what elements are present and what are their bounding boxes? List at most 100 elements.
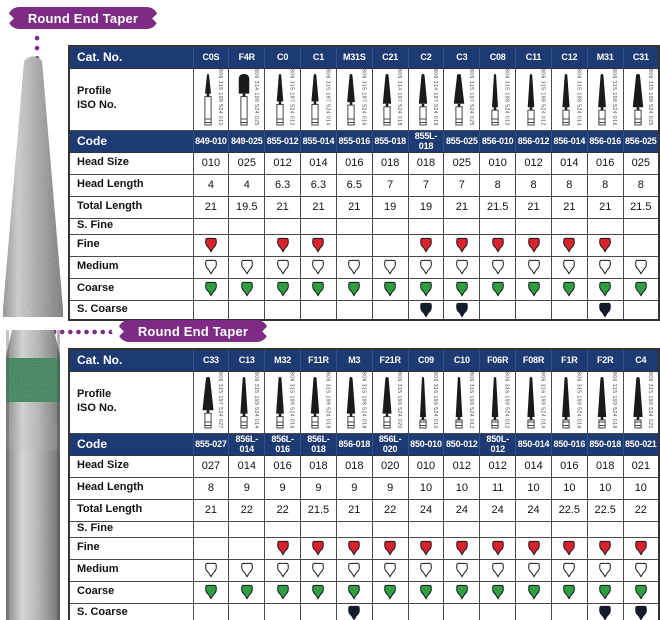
cell-s-fine bbox=[300, 217, 337, 235]
cell-s-fine bbox=[371, 520, 409, 538]
row-label-s-fine: S. Fine bbox=[68, 217, 194, 235]
row-label-medium: Medium bbox=[68, 255, 194, 279]
cell-s-coarse bbox=[586, 602, 624, 620]
cell-profile: 806 315 198 524 025 bbox=[622, 67, 660, 131]
cell-fine bbox=[479, 536, 517, 560]
cell-medium bbox=[192, 558, 230, 582]
cell-s-coarse bbox=[407, 299, 445, 320]
grit-diamond-icon bbox=[348, 540, 361, 556]
cell-coarse bbox=[371, 580, 409, 604]
cell-head-size: 012 bbox=[264, 151, 302, 175]
cell-medium bbox=[479, 255, 517, 279]
cell-cat-no: C11 bbox=[515, 45, 552, 69]
cell-head-size: 010 bbox=[192, 151, 230, 175]
iso-number: 806 315 198 524 014 bbox=[575, 69, 582, 126]
row-label-code: Code bbox=[68, 432, 194, 456]
cell-coarse bbox=[407, 580, 445, 604]
cell-fine bbox=[515, 233, 552, 257]
cell-profile: 806 315 198 524 012 bbox=[515, 67, 552, 131]
grit-diamond-icon bbox=[491, 540, 504, 556]
cell-cat-no: F1R bbox=[550, 348, 588, 372]
cell-s-fine bbox=[371, 217, 409, 235]
grit-diamond-icon bbox=[599, 302, 611, 318]
cell-s-fine bbox=[622, 520, 660, 538]
profile-cell: 806 315 199 524 020 bbox=[373, 372, 407, 432]
cell-fine bbox=[443, 536, 481, 560]
bur-profile-icon bbox=[491, 376, 499, 429]
grit-diamond-icon bbox=[384, 562, 396, 578]
profile-cell: 806 314 198 524 025 bbox=[230, 69, 264, 129]
cell-head-size: 027 bbox=[192, 454, 230, 478]
cell-s-fine bbox=[335, 520, 373, 538]
cell-s-fine bbox=[622, 217, 660, 235]
grit-diamond-icon bbox=[491, 584, 504, 600]
iso-number: 806 315 197 524 016 bbox=[360, 69, 367, 126]
iso-number: 806 315 198 524 010 bbox=[216, 69, 223, 126]
cell-total-length: 21 bbox=[300, 195, 337, 219]
grit-diamond-icon bbox=[527, 562, 540, 578]
grit-diamond-icon bbox=[205, 237, 217, 253]
cell-head-size: 014 bbox=[550, 151, 588, 175]
cell-s-fine bbox=[192, 217, 230, 235]
cell-fine bbox=[622, 233, 660, 257]
bur-profile-icon bbox=[382, 376, 392, 429]
cell-medium bbox=[264, 255, 302, 279]
cell-profile: 806 316 199 524 012 bbox=[479, 370, 517, 434]
cell-coarse bbox=[192, 580, 230, 604]
cell-head-length: 8 bbox=[479, 173, 517, 197]
cell-total-length: 21.5 bbox=[622, 195, 660, 219]
grit-diamond-icon bbox=[599, 584, 611, 600]
row-label-s-coarse: S. Coarse bbox=[68, 299, 194, 320]
cell-coarse bbox=[586, 580, 624, 604]
grit-diamond-icon bbox=[599, 540, 611, 556]
cell-total-length: 24 bbox=[515, 498, 552, 522]
cell-cat-no: C21 bbox=[371, 45, 409, 69]
dotted-leader-vertical bbox=[34, 35, 40, 110]
bur-profile-icon bbox=[238, 73, 250, 126]
iso-number: 806 316 199 524 012 bbox=[467, 372, 474, 429]
cell-total-length: 21 bbox=[550, 195, 588, 219]
cell-total-length: 24 bbox=[407, 498, 445, 522]
cell-s-coarse bbox=[407, 602, 445, 620]
profile-cell: 806 315 197 524 012 bbox=[266, 69, 300, 129]
cell-coarse bbox=[371, 277, 409, 301]
cell-code: 856L-018 bbox=[300, 432, 337, 456]
cell-fine bbox=[407, 233, 445, 257]
grit-diamond-icon bbox=[312, 562, 325, 578]
bur-profile-icon bbox=[455, 376, 463, 429]
grit-diamond-icon bbox=[312, 281, 325, 297]
iso-number: 806 316 199 524 014 bbox=[539, 372, 546, 429]
grit-diamond-icon bbox=[205, 584, 217, 600]
cell-fine bbox=[192, 233, 230, 257]
cell-total-length: 21 bbox=[335, 195, 373, 219]
cell-profile: 806 316 199 524 012 bbox=[443, 370, 481, 434]
profile-cell: 806 315 198 524 016 bbox=[588, 69, 622, 129]
iso-number: 806 314 198 524 025 bbox=[252, 69, 259, 126]
row-label-profile: Profile ISO No. bbox=[68, 67, 194, 131]
cell-cat-no: F06R bbox=[479, 348, 517, 372]
bur-profile-icon bbox=[240, 376, 248, 429]
grit-diamond-icon bbox=[563, 540, 576, 556]
row-label-coarse: Coarse bbox=[68, 580, 194, 604]
cell-head-size: 021 bbox=[622, 454, 660, 478]
iso-number: 806 314 197 524 018 bbox=[431, 69, 438, 126]
bur-profile-icon bbox=[453, 73, 465, 126]
cell-s-fine bbox=[443, 217, 481, 235]
cell-cat-no: C4 bbox=[622, 348, 660, 372]
cell-code: 855-018 bbox=[371, 129, 409, 153]
cell-fine bbox=[371, 536, 409, 560]
cell-profile: 806 315 197 524 012 bbox=[264, 67, 302, 131]
cell-total-length: 22.5 bbox=[550, 498, 588, 522]
bur-profile-icon bbox=[562, 376, 571, 429]
cell-s-fine bbox=[515, 520, 552, 538]
row-label-code: Code bbox=[68, 129, 194, 153]
grit-diamond-icon bbox=[348, 562, 361, 578]
cell-total-length: 21.5 bbox=[300, 498, 337, 522]
cell-medium bbox=[586, 255, 624, 279]
profile-cell: 806 315 199 524 018 bbox=[302, 372, 336, 432]
cell-profile: 806 315 197 524 027 bbox=[192, 370, 230, 434]
row-label-head-length: Head Length bbox=[68, 476, 194, 500]
iso-number: 806 316 199 524 010 bbox=[431, 372, 438, 429]
cell-code: 850-016 bbox=[550, 432, 588, 456]
grit-diamond-icon bbox=[599, 281, 611, 297]
